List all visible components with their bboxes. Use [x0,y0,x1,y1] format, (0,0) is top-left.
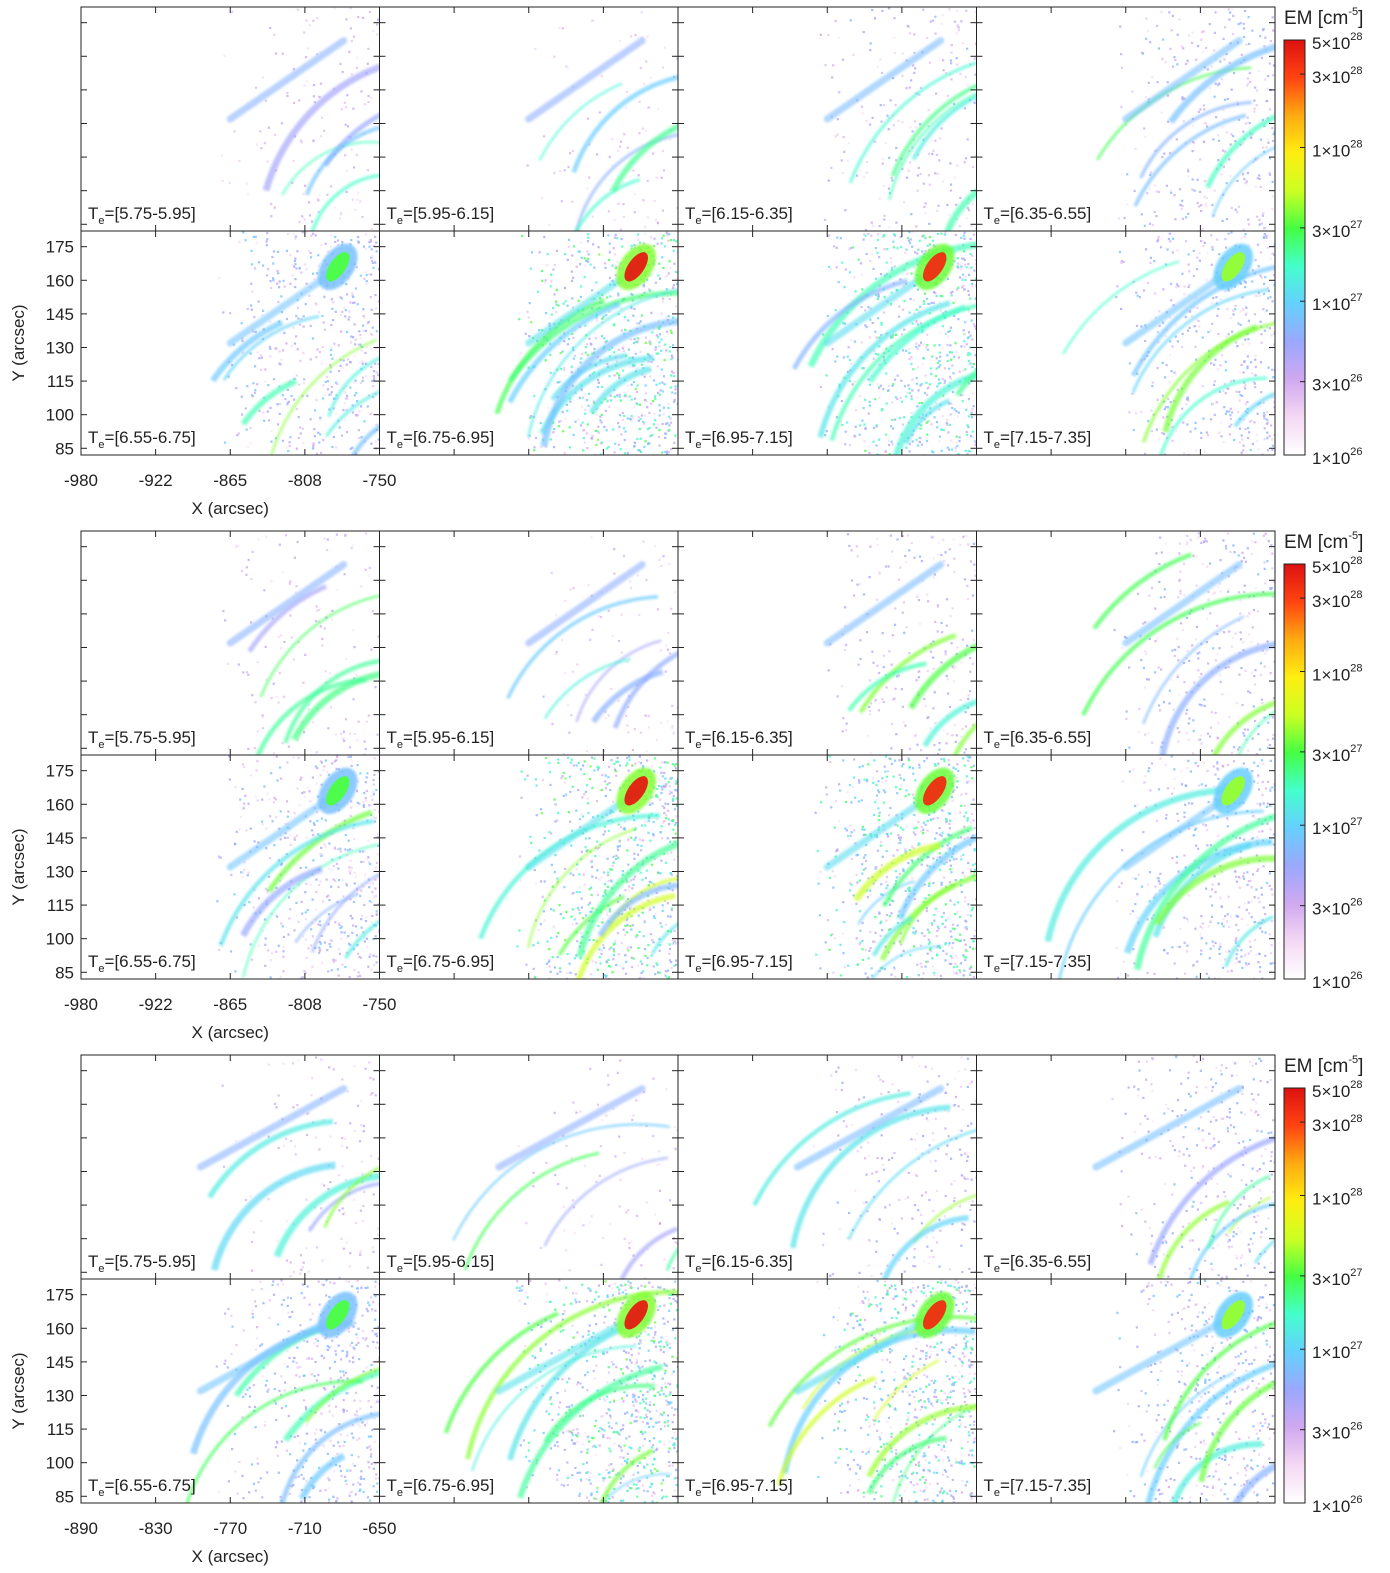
y-tick-label: 100 [46,1454,74,1473]
colorbar-tick-label: 3×1027 [1312,219,1363,241]
x-tick-label: -865 [213,471,247,490]
y-axis-label: Y (arcsec) [9,1352,28,1429]
colorbar-tick-label: 1×1027 [1312,816,1363,838]
y-tick-label: 115 [47,372,74,391]
colorbar-tick-label: 1×1027 [1312,1340,1363,1362]
y-axis-label: Y (arcsec) [9,304,28,381]
colorbar-tick-label: 3×1028 [1312,1113,1363,1135]
colorbar-tick-label: 1×1028 [1312,662,1363,684]
colorbar-tick-label: 1×1026 [1312,1494,1363,1516]
x-axis-label: X (arcsec) [192,1023,269,1042]
panel-2-1: Te=[5.75-5.95] [81,531,420,763]
colorbar-tick-label: 3×1028 [1312,589,1363,611]
x-tick-label: -980 [64,471,98,490]
panel-2-8: Te=[7.15-7.35] [977,755,1332,987]
y-tick-label: 85 [55,1487,74,1506]
y-tick-label: 130 [46,1386,74,1405]
x-tick-label: -710 [288,1519,322,1538]
colorbar-title: EM [cm-5] [1284,6,1363,29]
x-tick-label: -865 [213,995,247,1014]
x-axis-label: X (arcsec) [192,499,269,518]
colorbar-tick-label: 5×1028 [1312,1079,1363,1101]
x-tick-label: -770 [213,1519,247,1538]
colorbar-tick-label: 1×1026 [1312,446,1363,468]
x-tick-label: -750 [362,471,396,490]
colorbar-tick-label: 5×1028 [1312,555,1363,577]
x-tick-label: -808 [288,471,322,490]
panel-background [977,1055,1276,1279]
y-tick-label: 145 [46,1353,74,1372]
colorbar-tick-label: 1×1028 [1312,1186,1363,1208]
figure-block-2: Te=[5.75-5.95]Te=[5.95-6.15]Te=[6.15-6.3… [9,530,1363,1042]
y-tick-label: 115 [47,1420,74,1439]
y-tick-label: 100 [46,930,74,949]
panel-1-8: Te=[7.15-7.35] [977,231,1329,466]
y-tick-label: 100 [46,406,74,425]
x-tick-label: -922 [139,471,173,490]
panel-3-6: Te=[6.75-6.95] [380,1279,696,1524]
colorbar-tick-label: 5×1028 [1312,31,1363,53]
colorbar-tick-label: 1×1028 [1312,138,1363,160]
panel-3-7: Te=[6.95-7.15] [678,1279,1002,1514]
y-tick-label: 160 [46,1319,74,1338]
y-tick-label: 160 [46,271,74,290]
y-tick-label: 130 [46,862,74,881]
y-tick-label: 175 [46,762,74,781]
y-tick-label: 85 [55,439,74,458]
colorbar-tick-label: 3×1027 [1312,743,1363,765]
colorbar-title: EM [cm-5] [1284,530,1363,553]
colorbar: EM [cm-5]5×1028 3×1028 1×1028 3×1027 1×1027 3… [1284,530,1363,992]
x-axis-label: X (arcsec) [192,1547,269,1566]
figure-block-3: Te=[5.75-5.95]Te=[5.95-6.15]Te=[6.15-6.3… [9,1054,1364,1566]
panel-2-5: Te=[6.55-6.75] [81,755,429,981]
colorbar-tick-label: 3×1026 [1312,897,1363,919]
colorbar-tick-label: 1×1027 [1312,292,1363,314]
x-tick-label: -890 [64,1519,98,1538]
colorbar: EM [cm-5]5×1028 3×1028 1×1028 3×1027 1×1027 3… [1284,6,1363,468]
colorbar-gradient [1284,40,1305,455]
y-tick-label: 130 [46,338,74,357]
x-tick-label: -980 [64,995,98,1014]
x-tick-label: -750 [362,995,396,1014]
y-tick-label: 175 [46,1286,74,1305]
y-tick-label: 175 [46,238,74,257]
colorbar-tick-label: 3×1026 [1312,1421,1363,1443]
y-tick-label: 115 [47,896,74,915]
panel-2-6: Te=[6.75-6.95] [380,755,721,983]
y-tick-label: 145 [46,305,74,324]
colorbar-title: EM [cm-5] [1284,1054,1363,1077]
panel-3-1: Te=[5.75-5.95] [81,1055,412,1280]
x-tick-label: -650 [362,1519,396,1538]
colorbar-tick-label: 3×1027 [1312,1267,1363,1289]
figure-block-1: Te=[5.75-5.95]Te=[5.95-6.15]Te=[6.15-6.3… [9,6,1363,518]
y-tick-label: 85 [55,963,74,982]
colorbar-gradient [1284,1088,1305,1503]
colorbar-tick-label: 3×1026 [1312,373,1363,395]
x-tick-label: -830 [139,1519,173,1538]
colorbar-tick-label: 1×1026 [1312,970,1363,992]
x-tick-label: -808 [288,995,322,1014]
colorbar-tick-label: 3×1028 [1312,65,1363,87]
y-axis-label: Y (arcsec) [9,828,28,905]
x-tick-label: -922 [139,995,173,1014]
panel-1-5: Te=[6.55-6.75] [81,231,418,465]
y-tick-label: 160 [46,795,74,814]
colorbar-gradient [1284,564,1305,979]
colorbar: EM [cm-5]5×1028 3×1028 1×1028 3×1027 1×1027 3… [1284,1054,1363,1516]
y-tick-label: 145 [46,829,74,848]
